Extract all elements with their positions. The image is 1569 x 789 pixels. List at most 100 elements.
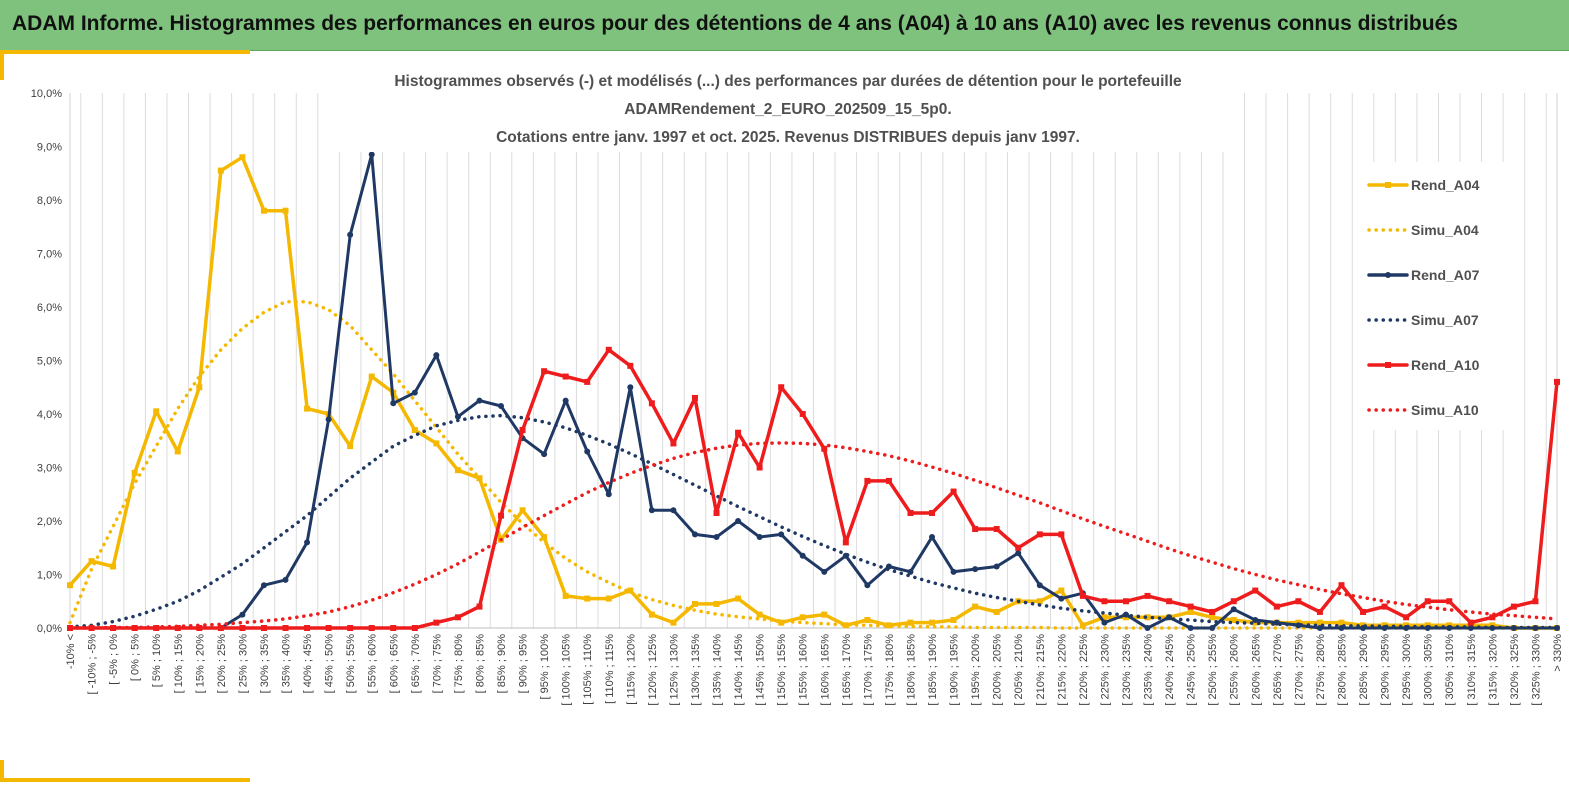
legend: Rend_A04 Simu_A04 Rend_A07 Simu_A07 Rend_A10… [1355, 162, 1510, 430]
x-tick-label: [ 190% ; 195% [949, 634, 961, 706]
title-backdrop [332, 66, 1237, 152]
data-point-rend_a07 [454, 413, 461, 420]
data-point-rend_a04 [1079, 622, 1086, 629]
x-tick-label: [ 65% ; 70% [410, 634, 422, 694]
data-point-rend_a07 [433, 352, 440, 359]
data-point-rend_a04 [260, 207, 267, 214]
data-point-rend_a04 [541, 534, 548, 541]
legend-label-simu_a10: Simu_A10 [1411, 402, 1479, 418]
data-point-rend_a04 [282, 207, 289, 214]
x-tick-label: [ 90% ; 95% [518, 634, 530, 694]
x-tick-label: [ 285% ; 290% [1358, 634, 1370, 706]
data-point-rend_a04 [196, 384, 203, 391]
data-point-rend_a10 [670, 440, 677, 447]
x-tick-label: [ 240% ; 245% [1164, 634, 1176, 706]
x-tick-label: [ 150% ; 155% [776, 634, 788, 706]
data-point-rend_a07 [411, 389, 418, 396]
data-point-rend_a07 [821, 568, 828, 575]
data-point-rend_a07 [972, 566, 979, 573]
chart-title-line-2: ADAMRendement_2_EURO_202509_15_5p0. [624, 101, 951, 118]
data-point-rend_a10 [1489, 614, 1496, 621]
x-tick-label: [ 195% ; 200% [970, 634, 982, 706]
data-point-rend_a10 [605, 346, 612, 353]
data-point-rend_a10 [368, 625, 375, 631]
legend-marker [1385, 182, 1391, 188]
data-point-rend_a10 [1058, 531, 1065, 538]
data-point-rend_a10 [325, 625, 332, 631]
x-tick-label: [ 120% ; 125% [647, 634, 659, 706]
x-tick-label: [ 155% ; 160% [798, 634, 810, 706]
data-point-rend_a04 [1036, 598, 1043, 605]
x-tick-label: [ 75% ; 80% [453, 634, 465, 694]
data-point-rend_a10 [907, 509, 914, 516]
x-tick-label: [ 225% ; 230% [1099, 634, 1111, 706]
data-point-rend_a10 [304, 625, 311, 631]
y-tick-label: 9,0% [37, 142, 62, 154]
data-point-rend_a07 [605, 491, 612, 498]
page-title: ADAM Informe. Histogrammes des performan… [12, 12, 1458, 35]
data-point-rend_a10 [842, 539, 849, 546]
data-point-rend_a04 [1101, 614, 1108, 621]
data-point-rend_a10 [217, 625, 224, 631]
histogram-line-chart: 0,0% 1,0% 2,0% 3,0% 4,0% 5,0% 6,0% 7,0% 8,0% 9,0%… [31, 66, 1564, 706]
x-tick-label: [ 295% ; 300% [1401, 634, 1413, 706]
data-point-rend_a10 [1510, 603, 1517, 610]
x-tick-label: -10% < [65, 634, 77, 669]
data-point-rend_a07 [993, 563, 1000, 570]
series-line-simu_a10 [68, 441, 1559, 630]
data-point-rend_a04 [1058, 587, 1065, 594]
data-point-rend_a07 [368, 151, 375, 158]
data-point-rend_a04 [799, 614, 806, 621]
data-point-rend_a04 [1187, 608, 1194, 615]
data-point-rend_a04 [239, 154, 246, 161]
data-point-rend_a10 [1252, 587, 1259, 594]
data-point-rend_a10 [239, 625, 246, 631]
x-tick-label: [ 95% ; 100% [539, 634, 551, 700]
data-point-rend_a04 [1144, 614, 1151, 621]
data-point-rend_a04 [648, 611, 655, 618]
x-tick-label: [ 300% ; 305% [1423, 634, 1435, 706]
data-point-rend_a04 [972, 603, 979, 610]
x-tick-label: [ 170% ; 175% [862, 634, 874, 706]
accent-bar-bottom-left [0, 760, 4, 782]
data-point-rend_a10 [929, 509, 936, 516]
legend-label-simu_a04: Simu_A04 [1411, 222, 1479, 238]
accent-bar-top [0, 50, 250, 54]
data-point-rend_a07 [713, 534, 720, 541]
data-point-rend_a10 [584, 378, 591, 385]
x-tick-label: [ 270% ; 275% [1293, 634, 1305, 706]
data-point-rend_a10 [1209, 608, 1216, 615]
data-point-rend_a04 [864, 616, 871, 623]
data-point-rend_a07 [1101, 619, 1108, 626]
data-point-rend_a10 [1122, 598, 1129, 605]
data-point-rend_a10 [541, 368, 548, 375]
data-point-rend_a10 [1554, 378, 1560, 385]
data-point-rend_a10 [174, 625, 181, 631]
data-point-rend_a04 [519, 507, 526, 514]
x-tick-label: [ 290% ; 295% [1380, 634, 1392, 706]
y-tick-label: 0,0% [37, 623, 62, 635]
data-point-rend_a07 [627, 384, 634, 391]
x-tick-label: [ 180% ; 185% [905, 634, 917, 706]
data-point-rend_a04 [368, 373, 375, 380]
data-point-rend_a10 [1230, 598, 1237, 605]
data-point-rend_a04 [713, 600, 720, 607]
data-point-rend_a10 [519, 427, 526, 434]
x-tick-label: [ 125% ; 130% [668, 634, 680, 706]
x-tick-label: [ 250% ; 255% [1207, 634, 1219, 706]
x-tick-label: [ 0% ; 5% [130, 634, 142, 681]
data-point-rend_a07 [347, 231, 354, 238]
data-point-rend_a10 [1101, 598, 1108, 605]
series-line-rend_a10 [68, 348, 1559, 630]
data-point-rend_a04 [627, 587, 634, 594]
data-point-rend_a04 [929, 619, 936, 626]
data-point-rend_a04 [1209, 614, 1216, 621]
data-point-rend_a10 [476, 603, 483, 610]
legend-marker [1385, 272, 1391, 278]
x-tick-label: [ 25% ; 30% [237, 634, 249, 694]
x-tick-label: [ 20% ; 25% [216, 634, 228, 694]
x-tick-label: [ 70% ; 75% [431, 634, 443, 694]
x-tick-label: [ 110% ; 115% [604, 634, 616, 704]
x-tick-label: [ 5% ; 10% [151, 634, 163, 687]
x-tick-label: [ 230% ; 235% [1121, 634, 1133, 706]
